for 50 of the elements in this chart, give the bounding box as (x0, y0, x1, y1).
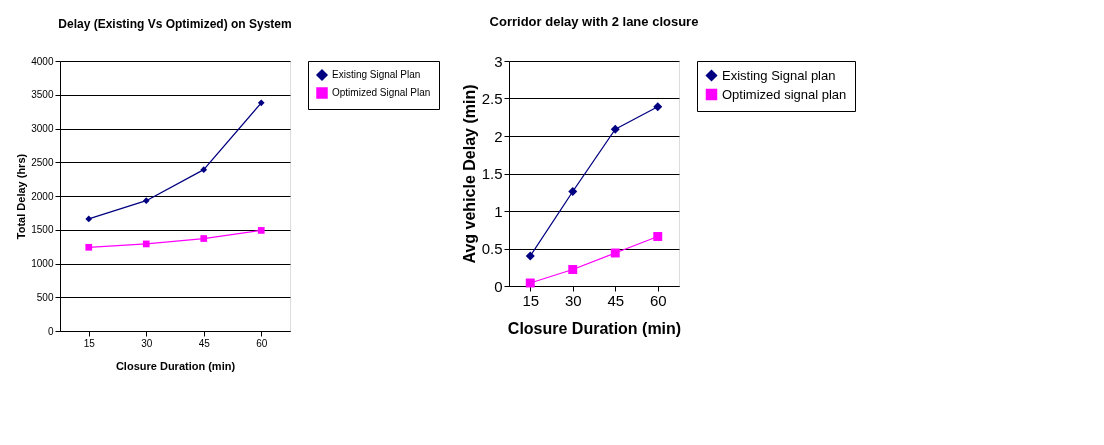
legend-label: Optimized Signal Plan (332, 87, 431, 98)
y-tick-label: 0 (494, 277, 503, 295)
y-axis-title: Total Delay (hrs) (15, 153, 28, 240)
point (85, 243, 93, 251)
point (85, 215, 93, 223)
legend-label: Optimized signal plan (722, 86, 847, 102)
legend-label: Existing Signal plan (722, 67, 836, 83)
point (610, 248, 620, 258)
y-tick-label: 4000 (31, 55, 54, 67)
point (568, 187, 578, 196)
x-tick-label: 60 (649, 291, 667, 309)
x-tick-label: 45 (607, 291, 625, 309)
point (610, 124, 620, 134)
point (257, 227, 265, 234)
point (257, 99, 265, 107)
point (200, 166, 208, 174)
chart-title: Delay (Existing Vs Optimized) on System (58, 17, 292, 31)
point (142, 240, 150, 248)
y-tick-label: 3 (494, 52, 503, 70)
x-axis-title: Closure Duration (min) (507, 319, 682, 337)
x-tick-label: 30 (141, 337, 153, 349)
y-tick-label: 0.5 (481, 240, 503, 257)
y-tick-label: 1.5 (481, 165, 503, 182)
x-tick-label: 45 (198, 337, 211, 349)
y-tick-label: 3000 (31, 123, 54, 134)
x-tick-label: 15 (522, 291, 540, 309)
x-axis-title: Closure Duration (min) (115, 359, 236, 372)
y-tick-label: 2500 (31, 156, 54, 168)
legend-label: Existing Signal Plan (332, 69, 421, 80)
point (653, 102, 663, 112)
y-tick-label: 1500 (31, 224, 54, 236)
y-tick-label: 2000 (31, 190, 54, 202)
y-axis-title: Avg vehicle Delay (min) (460, 84, 478, 264)
y-tick-label: 3500 (31, 89, 54, 101)
point (568, 265, 578, 274)
point (200, 235, 208, 242)
x-tick-label: 15 (83, 337, 96, 349)
y-tick-label: 2.5 (481, 90, 503, 107)
y-tick-label: 500 (36, 291, 54, 303)
x-tick-label: 30 (564, 291, 582, 309)
y-tick-label: 2 (494, 127, 503, 145)
y-tick-label: 1000 (31, 258, 54, 269)
point (653, 232, 663, 241)
point (142, 197, 150, 205)
x-tick-label: 60 (256, 337, 268, 349)
chart-title: Corridor delay with 2 lane closure (489, 14, 699, 29)
y-tick-label: 0 (47, 325, 54, 337)
point (525, 251, 535, 261)
y-tick-label: 1 (494, 202, 503, 220)
point (525, 278, 535, 288)
